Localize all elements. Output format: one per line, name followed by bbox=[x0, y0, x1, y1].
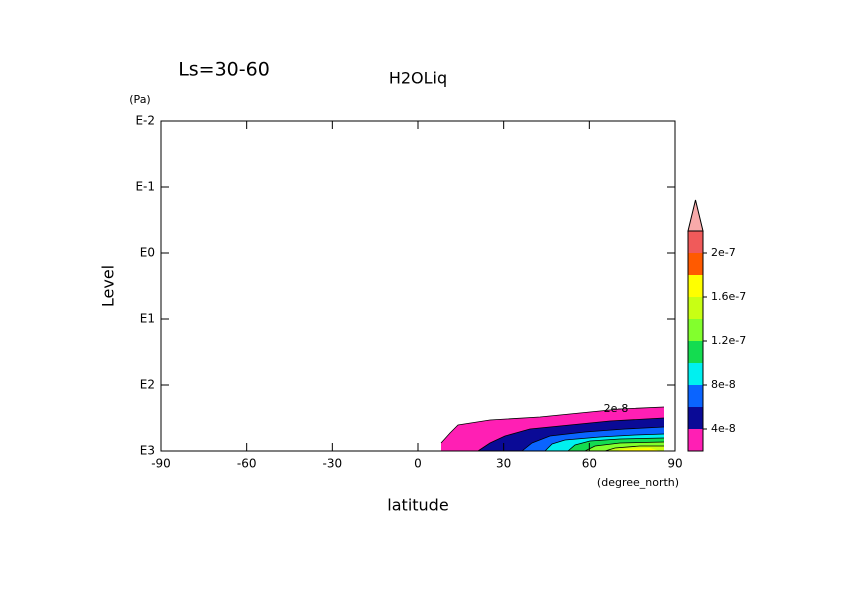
colorbar-extend bbox=[687, 199, 704, 232]
colorbar-band bbox=[688, 253, 703, 275]
y-tick-label: E1 bbox=[140, 312, 155, 326]
colorbar-tick-label: 8e-8 bbox=[711, 378, 736, 391]
x-tick-label: 30 bbox=[496, 457, 511, 471]
colorbar-tick-label: 2e-7 bbox=[711, 246, 736, 259]
x-tick-label: 90 bbox=[667, 457, 682, 471]
contour-fill bbox=[615, 448, 660, 451]
colorbar-band bbox=[688, 231, 703, 253]
contour-line bbox=[567, 437, 665, 452]
contour-line bbox=[604, 445, 664, 452]
x-axis-label: latitude bbox=[387, 496, 448, 515]
y-unit: (Pa) bbox=[129, 93, 150, 106]
y-tick-label: E3 bbox=[140, 444, 155, 458]
x-tick-label: -60 bbox=[237, 457, 257, 471]
contour-field bbox=[440, 406, 665, 452]
colorbar-tick-label: 4e-8 bbox=[711, 422, 736, 435]
colorbar-band bbox=[688, 275, 703, 297]
colorbar-band bbox=[688, 385, 703, 407]
colorbar-tick-label: 1.6e-7 bbox=[711, 290, 746, 303]
colorbar-band bbox=[688, 429, 703, 451]
contour-line bbox=[544, 433, 665, 452]
chart-title: H2OLiq bbox=[389, 69, 447, 88]
y-tick-label: E0 bbox=[140, 246, 155, 260]
colorbar-band bbox=[688, 297, 703, 319]
x-tick-label: 0 bbox=[414, 457, 422, 471]
contour-line bbox=[477, 417, 665, 452]
contour-line bbox=[584, 441, 665, 452]
contour-label: 2e-8 bbox=[604, 402, 629, 415]
plot-frame bbox=[160, 120, 676, 452]
colorbar-band bbox=[688, 363, 703, 385]
contour-line bbox=[440, 406, 665, 444]
x-unit: (degree_north) bbox=[597, 476, 679, 489]
y-tick-label: E2 bbox=[140, 378, 155, 392]
y-tick-label: E-1 bbox=[135, 180, 155, 194]
subtitle: Ls=30-60 bbox=[178, 59, 270, 81]
contour-line bbox=[521, 426, 665, 452]
x-tick-label: 60 bbox=[582, 457, 597, 471]
y-tick-label: E-2 bbox=[135, 114, 155, 128]
y-axis-label: Level bbox=[99, 265, 118, 307]
x-tick-label: -90 bbox=[151, 457, 171, 471]
x-tick-label: -30 bbox=[323, 457, 343, 471]
colorbar-band bbox=[688, 407, 703, 429]
colorbar-tick-label: 1.2e-7 bbox=[711, 334, 746, 347]
colorbar-band bbox=[688, 319, 703, 341]
colorbar-band bbox=[688, 341, 703, 363]
